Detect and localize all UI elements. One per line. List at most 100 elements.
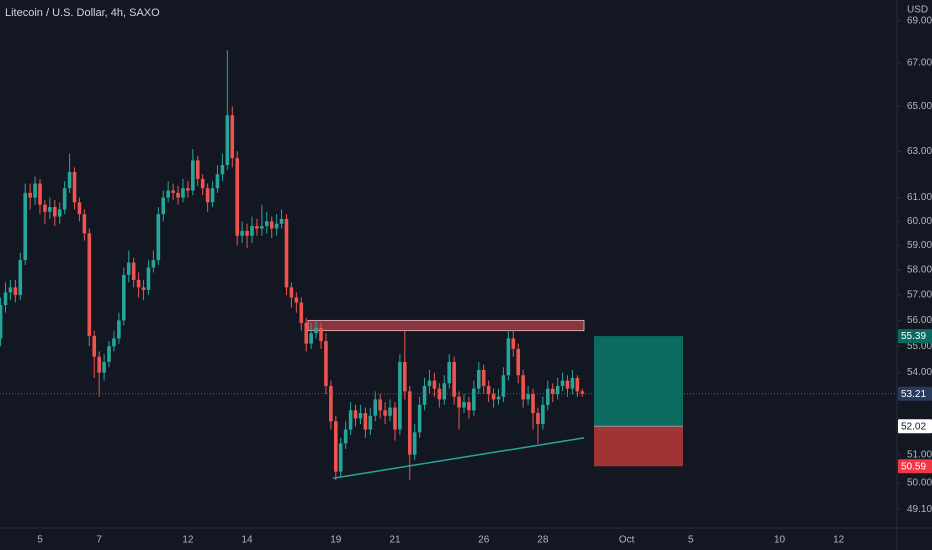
candle-body: [437, 388, 442, 400]
candle-body: [122, 274, 126, 321]
candle-body: [575, 377, 580, 392]
candle-body: [67, 171, 72, 189]
candle-body: [486, 385, 491, 395]
candle-body: [467, 402, 471, 411]
x-tick-label: 14: [242, 535, 254, 546]
candle-body: [521, 375, 525, 400]
stop-price-label-bg: [898, 459, 932, 474]
y-tick-label: 67.00: [907, 58, 932, 69]
candle-body: [580, 391, 585, 394]
candle-body: [417, 404, 422, 433]
candle-body: [368, 415, 373, 430]
candle-body: [555, 385, 560, 395]
candle-body: [112, 338, 116, 347]
candle-body: [23, 192, 28, 261]
candle-body: [476, 369, 481, 389]
candle-body: [274, 223, 279, 229]
candle-body: [324, 341, 328, 386]
candle-body: [33, 183, 37, 198]
candle-body: [506, 338, 511, 376]
y-tick-label: 57.00: [907, 290, 932, 301]
y-tick-label: 56.00: [907, 315, 932, 326]
candle-body: [269, 221, 274, 229]
candle-body: [240, 230, 244, 236]
target-zone: [594, 336, 683, 427]
candle-body: [481, 369, 486, 386]
x-tick-label: 5: [688, 535, 694, 546]
candle-body: [570, 377, 575, 389]
candle-body: [161, 197, 166, 215]
resistance-zone: [307, 319, 585, 332]
y-tick-label: 69.00: [907, 15, 932, 26]
candle-body: [294, 297, 299, 303]
y-tick-label: 55.00: [907, 341, 932, 352]
candle-body: [319, 328, 323, 342]
candle-body: [452, 361, 456, 397]
candle-body: [176, 192, 180, 198]
candle-body: [560, 380, 565, 386]
y-tick-label: 63.00: [907, 146, 932, 157]
candle-body: [457, 396, 461, 408]
candle-body: [82, 214, 87, 234]
candle-body: [545, 388, 550, 405]
candle-body: [117, 320, 121, 339]
candle-body: [472, 388, 476, 411]
candle-body: [215, 174, 220, 189]
candle-body: [38, 183, 42, 205]
currency-label: USD: [907, 5, 928, 16]
x-tick-label: 12: [182, 535, 194, 546]
y-tick-label: 50.00: [907, 478, 932, 489]
candle-body: [18, 260, 23, 295]
candle-body: [314, 328, 318, 334]
y-tick-label: 49.10: [907, 504, 932, 515]
candle-body: [220, 165, 225, 175]
candle-body: [260, 226, 264, 229]
candle-body: [141, 287, 146, 290]
candle-body: [195, 160, 200, 179]
candle-body: [48, 207, 52, 212]
candle-body: [516, 348, 521, 376]
candle-body: [97, 356, 101, 373]
candle-body: [181, 188, 185, 198]
candle-body: [0, 305, 3, 339]
candle-body: [363, 413, 368, 430]
candle-body: [462, 402, 466, 408]
x-tick-label: 7: [96, 535, 102, 546]
candle-body: [427, 380, 432, 386]
x-tick-label: 10: [774, 535, 786, 546]
candle-body: [343, 429, 348, 444]
candle-body: [205, 188, 210, 203]
candle-body: [550, 388, 555, 395]
candle-body: [200, 178, 205, 189]
candle-body: [13, 287, 18, 295]
candle-body: [92, 335, 97, 357]
candle-body: [284, 218, 289, 288]
x-tick-label: 21: [389, 535, 401, 546]
candle-body: [146, 267, 151, 290]
last-price-label: 53.21: [901, 389, 926, 400]
candle-body: [171, 190, 175, 193]
y-tick-label: 59.00: [907, 240, 932, 251]
candle-body: [225, 115, 230, 166]
candle-body: [304, 322, 309, 344]
candle-body: [264, 221, 269, 227]
candle-body: [156, 214, 161, 261]
candle-body: [358, 413, 363, 419]
candle-body: [412, 432, 417, 455]
x-tick-label: Oct: [619, 535, 635, 546]
candle-body: [77, 202, 82, 215]
candle-body: [279, 218, 284, 224]
candle-body: [166, 190, 170, 198]
candle-body: [526, 394, 530, 400]
candle-body: [52, 207, 57, 217]
candle-body: [8, 287, 13, 293]
candle-body: [299, 302, 304, 323]
candle-body: [87, 233, 92, 336]
x-tick-label: 5: [37, 535, 43, 546]
y-tick-label: 61.00: [907, 192, 932, 203]
y-tick-label: 54.00: [907, 367, 932, 378]
entry-price-label: 52.02: [901, 421, 926, 432]
